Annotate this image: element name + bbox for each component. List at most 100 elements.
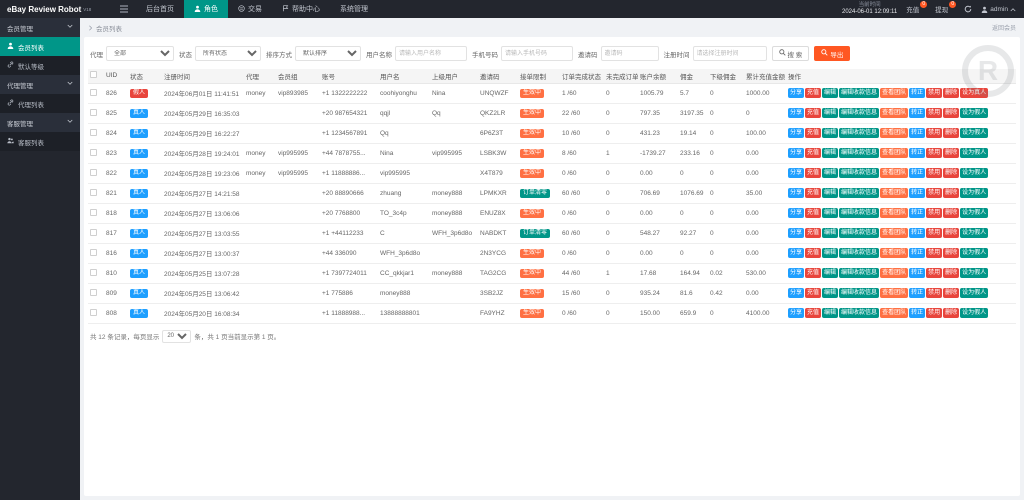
action-button-8[interactable]: 删除 <box>943 268 960 278</box>
action-button-5[interactable]: 查看团队 <box>880 108 909 118</box>
action-button-3[interactable]: 编辑 <box>822 148 839 158</box>
action-button-5[interactable]: 查看团队 <box>880 148 909 158</box>
action-button-8[interactable]: 删除 <box>943 128 960 138</box>
action-button-6[interactable]: 转正 <box>909 248 926 258</box>
action-button-3[interactable]: 编辑 <box>822 88 839 98</box>
action-button-9[interactable]: 设为假人 <box>960 248 989 258</box>
action-button-4[interactable]: 编辑收款信息 <box>839 288 880 298</box>
action-button-7[interactable]: 禁用 <box>926 128 943 138</box>
action-button-2[interactable]: 充值 <box>805 308 822 318</box>
action-button-3[interactable]: 编辑 <box>822 228 839 238</box>
action-button-5[interactable]: 查看团队 <box>880 288 909 298</box>
action-button-9[interactable]: 设为假人 <box>960 168 989 178</box>
action-button-8[interactable]: 删除 <box>943 248 960 258</box>
action-button-6[interactable]: 转正 <box>909 108 926 118</box>
action-button-4[interactable]: 编辑收款信息 <box>839 308 880 318</box>
action-button-8[interactable]: 删除 <box>943 188 960 198</box>
filter-input-7[interactable] <box>692 46 767 61</box>
action-button-4[interactable]: 编辑收款信息 <box>839 128 880 138</box>
refresh-icon[interactable] <box>964 5 972 13</box>
action-button-3[interactable]: 编辑 <box>822 108 839 118</box>
action-button-9[interactable]: 设为假人 <box>960 208 989 218</box>
row-checkbox[interactable] <box>90 88 97 96</box>
action-button-6[interactable]: 转正 <box>909 188 926 198</box>
row-checkbox[interactable] <box>90 288 97 296</box>
action-button-2[interactable]: 充值 <box>805 188 822 198</box>
row-checkbox[interactable] <box>90 108 97 116</box>
row-checkbox[interactable] <box>90 168 97 176</box>
nav-tab-5[interactable]: 系统管理 <box>330 0 378 18</box>
row-checkbox[interactable] <box>90 308 97 316</box>
action-button-6[interactable]: 转正 <box>909 268 926 278</box>
action-button-1[interactable]: 分享 <box>788 228 805 238</box>
action-button-9[interactable]: 设为假人 <box>960 108 989 118</box>
action-button-9[interactable]: 设为真人 <box>960 88 989 98</box>
action-button-5[interactable]: 查看团队 <box>880 128 909 138</box>
row-checkbox[interactable] <box>90 128 97 136</box>
action-button-3[interactable]: 编辑 <box>822 128 839 138</box>
action-button-5[interactable]: 查看团队 <box>880 88 909 98</box>
action-button-9[interactable]: 设为假人 <box>960 288 989 298</box>
action-button-3[interactable]: 编辑 <box>822 188 839 198</box>
action-button-7[interactable]: 禁用 <box>926 88 943 98</box>
action-button-1[interactable]: 分享 <box>788 308 805 318</box>
action-button-3[interactable]: 编辑 <box>822 248 839 258</box>
action-button-8[interactable]: 删除 <box>943 208 960 218</box>
row-checkbox[interactable] <box>90 248 97 256</box>
action-button-7[interactable]: 禁用 <box>926 188 943 198</box>
user-menu[interactable]: admin <box>981 6 1016 13</box>
action-button-8[interactable]: 删除 <box>943 288 960 298</box>
action-button-1[interactable]: 分享 <box>788 168 805 178</box>
action-button-8[interactable]: 删除 <box>943 108 960 118</box>
filter-select-3[interactable]: 默认排序 <box>295 46 361 61</box>
filter-select-1[interactable]: 全部 <box>106 46 174 61</box>
action-button-4[interactable]: 编辑收款信息 <box>839 248 880 258</box>
back-member-link[interactable]: 返回会员 <box>991 26 1016 32</box>
action-button-5[interactable]: 查看团队 <box>880 208 909 218</box>
action-button-5[interactable]: 查看团队 <box>880 168 909 178</box>
action-button-2[interactable]: 充值 <box>805 248 822 258</box>
action-button-3[interactable]: 编辑 <box>822 268 839 278</box>
row-checkbox[interactable] <box>90 228 97 236</box>
page-size-select[interactable]: 20 <box>162 329 192 343</box>
action-button-7[interactable]: 禁用 <box>926 228 943 238</box>
action-button-1[interactable]: 分享 <box>788 208 805 218</box>
action-button-1[interactable]: 分享 <box>788 108 805 118</box>
action-button-2[interactable]: 充值 <box>805 88 822 98</box>
sidebar-item-7[interactable]: 客服列表 <box>0 132 80 151</box>
action-button-1[interactable]: 分享 <box>788 148 805 158</box>
menu-toggle-icon[interactable] <box>112 0 136 18</box>
action-button-4[interactable]: 编辑收款信息 <box>839 108 880 118</box>
action-button-2[interactable]: 充值 <box>805 208 822 218</box>
sidebar-item-4[interactable]: 代理管理 <box>0 75 80 94</box>
nav-tab-4[interactable]: 帮助中心 <box>272 0 330 18</box>
nav-tab-1[interactable]: 后台首页 <box>136 0 184 18</box>
action-button-4[interactable]: 编辑收款信息 <box>839 168 880 178</box>
action-button-7[interactable]: 禁用 <box>926 208 943 218</box>
filter-input-6[interactable] <box>600 46 659 61</box>
search-button[interactable]: 搜 索 <box>771 46 810 61</box>
action-button-1[interactable]: 分享 <box>788 188 805 198</box>
action-button-6[interactable]: 转正 <box>909 208 926 218</box>
action-button-3[interactable]: 编辑 <box>822 208 839 218</box>
action-button-5[interactable]: 查看团队 <box>880 228 909 238</box>
action-button-4[interactable]: 编辑收款信息 <box>839 88 880 98</box>
action-button-9[interactable]: 设为假人 <box>960 188 989 198</box>
select-all-checkbox[interactable] <box>90 71 97 79</box>
withdraw-link[interactable]: 提现 0 <box>935 1 957 14</box>
action-button-6[interactable]: 转正 <box>909 288 926 298</box>
sidebar-item-3[interactable]: 默认等级 <box>0 56 80 75</box>
action-button-7[interactable]: 禁用 <box>926 248 943 258</box>
action-button-6[interactable]: 转正 <box>909 168 926 178</box>
row-checkbox[interactable] <box>90 268 97 276</box>
action-button-9[interactable]: 设为假人 <box>960 228 989 238</box>
action-button-3[interactable]: 编辑 <box>822 168 839 178</box>
action-button-7[interactable]: 禁用 <box>926 308 943 318</box>
action-button-3[interactable]: 编辑 <box>822 308 839 318</box>
recharge-link[interactable]: 充值 0 <box>906 1 928 14</box>
sidebar-item-6[interactable]: 客服管理 <box>0 113 80 132</box>
action-button-2[interactable]: 充值 <box>805 268 822 278</box>
action-button-2[interactable]: 充值 <box>805 148 822 158</box>
action-button-1[interactable]: 分享 <box>788 248 805 258</box>
action-button-9[interactable]: 设为假人 <box>960 128 989 138</box>
